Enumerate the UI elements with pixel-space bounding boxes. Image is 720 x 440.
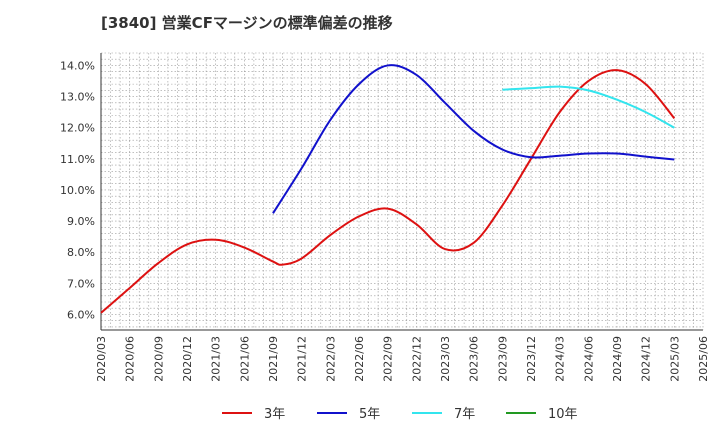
legend: 3年 5年 7年 10年 — [222, 407, 578, 422]
x-tick-label: 2020/03 — [95, 336, 108, 382]
x-tick-label: 2023/03 — [439, 336, 452, 382]
x-tick-label: 2021/12 — [296, 336, 309, 382]
x-tick-label: 2025/03 — [668, 336, 681, 382]
series-line-2 — [272, 64, 675, 214]
x-tick-label: 2023/12 — [525, 336, 538, 382]
x-tick-label: 2021/09 — [267, 336, 280, 382]
y-tick-label: 7.0% — [67, 277, 95, 290]
x-tick-label: 2021/06 — [238, 336, 251, 382]
plot-area — [101, 53, 703, 330]
x-tick-label: 2022/03 — [324, 336, 337, 382]
chart-title: [3840] 営業CFマージンの標準偏差の推移 — [101, 14, 393, 32]
grid-lines — [100, 52, 704, 330]
x-tick-label: 2020/06 — [124, 336, 137, 382]
x-tick-label: 2021/03 — [210, 336, 223, 382]
x-tick-label: 2023/06 — [468, 336, 481, 382]
series-line-1 — [100, 69, 676, 314]
y-tick-label: 13.0% — [60, 91, 95, 104]
legend-label-3: 7年 — [454, 407, 475, 422]
x-tick-label: 2024/06 — [582, 336, 595, 382]
legend-label-1: 3年 — [264, 407, 285, 422]
legend-label-2: 5年 — [359, 407, 380, 422]
y-tick-label: 11.0% — [60, 153, 95, 166]
x-tick-label: 2020/09 — [152, 336, 165, 382]
y-tick-label: 9.0% — [67, 215, 95, 228]
y-tick-label: 10.0% — [60, 184, 95, 197]
y-tick-label: 8.0% — [67, 246, 95, 259]
x-tick-label: 2022/06 — [353, 336, 366, 382]
x-tick-label: 2024/12 — [640, 336, 653, 382]
series-lines — [100, 64, 676, 314]
x-tick-label: 2024/03 — [554, 336, 567, 382]
x-tick-label: 2020/12 — [181, 336, 194, 382]
x-tick-label: 2023/09 — [496, 336, 509, 382]
series-line-3 — [502, 85, 675, 129]
x-tick-label: 2025/06 — [697, 336, 710, 382]
axes — [100, 53, 703, 331]
x-tick-labels: 2020/03 2020/06 2020/09 2020/12 2021/03 2021/… — [95, 336, 710, 382]
x-tick-label: 2022/09 — [382, 336, 395, 382]
y-tick-labels: 6.0% 7.0% 8.0% 9.0% 10.0% 11.0% 12.0% 13.0% 14.0… — [60, 59, 95, 321]
y-tick-label: 14.0% — [60, 59, 95, 72]
y-tick-label: 12.0% — [60, 122, 95, 135]
x-tick-label: 2024/09 — [611, 336, 624, 382]
legend-label-4: 10年 — [548, 407, 578, 422]
y-tick-label: 6.0% — [67, 308, 95, 321]
x-tick-label: 2022/12 — [410, 336, 423, 382]
